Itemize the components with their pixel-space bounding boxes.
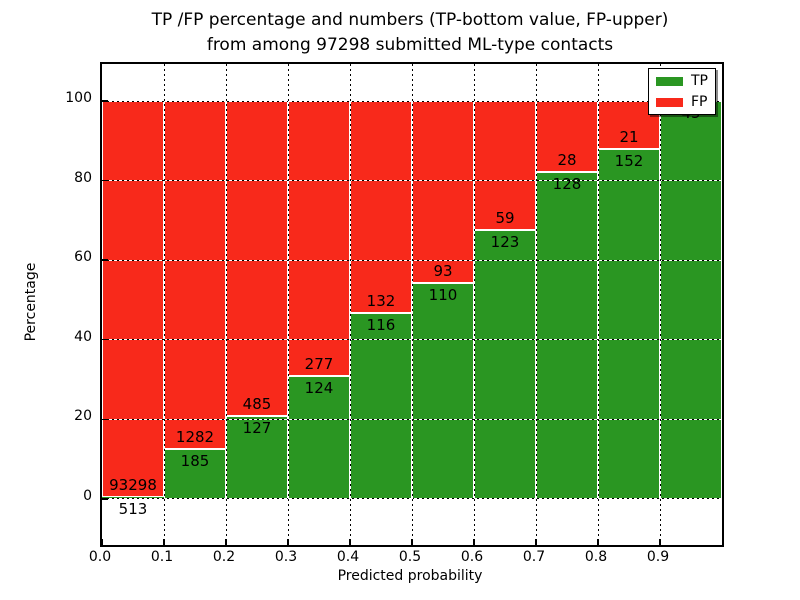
bar-label-fp: 21 — [619, 128, 639, 147]
bars-layer — [102, 64, 722, 545]
bar-segment-tp — [598, 149, 660, 499]
y-axis-label: Percentage — [23, 262, 39, 342]
gridline-vertical — [163, 64, 165, 545]
bar-labels-layer: 93298 513 1282 185 485 127 277 124 132 116 93 110 59… — [102, 64, 722, 545]
x-tick-label: 0.2 — [212, 549, 236, 565]
chart-title-line2: from among 97298 submitted ML-type conta… — [206, 35, 614, 55]
gridline-vertical — [659, 64, 661, 545]
legend-fp-label: FP — [691, 94, 708, 110]
x-tick-mark — [287, 539, 289, 545]
grid-layer — [102, 64, 722, 545]
x-axis-label: Predicted probability — [337, 568, 483, 584]
bar-segment-tp — [412, 283, 474, 499]
x-tick-mark — [659, 539, 661, 545]
gridline-vertical — [225, 64, 227, 545]
legend-fp-swatch-icon — [656, 97, 683, 107]
bar-label-fp: 28 — [557, 151, 577, 170]
y-tick-mark — [102, 259, 108, 261]
bar-segment-tp — [288, 375, 350, 499]
y-tick-mark — [102, 498, 108, 500]
x-tick-label: 0.5 — [398, 549, 422, 565]
bar-label-fp: 59 — [495, 208, 515, 227]
bar-segment-fp — [288, 101, 350, 376]
bar-segment-fp — [350, 101, 412, 313]
gridline-vertical — [535, 64, 537, 545]
bar-label-fp: 93 — [433, 262, 453, 281]
y-tick-mark — [102, 338, 108, 341]
x-tick-label: 0.7 — [522, 549, 546, 565]
y-tick-mark — [102, 100, 108, 102]
bar-label-tp: 123 — [490, 232, 520, 251]
y-tick-mark — [102, 179, 108, 182]
bar-label-tp: 128 — [552, 175, 582, 194]
x-tick-mark — [101, 539, 103, 545]
bar-label-tp: 513 — [118, 499, 148, 518]
bar-segment-fp — [474, 101, 536, 230]
bar-segment-tp — [474, 229, 536, 499]
x-tick-label: 0.8 — [584, 549, 608, 565]
bar-label-tp: 185 — [180, 451, 210, 470]
y-tick-label: 60 — [74, 249, 92, 266]
bar-label-tp: 124 — [304, 378, 334, 397]
x-tick-mark — [411, 539, 413, 545]
gridline-vertical — [349, 64, 351, 545]
legend-item-fp: FP — [656, 95, 708, 109]
bar-label-tp: 110 — [428, 286, 458, 305]
x-tick-mark — [597, 539, 599, 545]
bar-label-tp: 116 — [366, 315, 396, 334]
bar-label-tp: 127 — [242, 419, 272, 438]
legend-item-tp: TP — [656, 74, 708, 88]
y-tick-label: 100 — [65, 90, 92, 106]
bar-label-fp: 1282 — [175, 427, 215, 446]
bar-segment-fp — [164, 101, 226, 449]
y-tick-mark — [102, 418, 108, 421]
chart-title-line1: TP /FP percentage and numbers (TP-bottom… — [151, 10, 669, 30]
gridline-vertical — [411, 64, 413, 545]
gridline-vertical — [287, 64, 289, 545]
x-tick-label: 0.0 — [88, 549, 112, 565]
bar-label-fp: 277 — [304, 354, 334, 373]
bar-segment-tp — [536, 172, 598, 499]
x-tick-mark — [349, 539, 351, 545]
y-tick-label: 20 — [74, 408, 92, 425]
bar-segment-tp — [660, 101, 722, 499]
legend-tp-swatch-icon — [656, 76, 683, 86]
bar-label-tp: 152 — [614, 152, 644, 171]
bar-segment-tp — [350, 312, 412, 499]
x-tick-mark — [535, 539, 537, 545]
bar-label-fp: 93298 — [109, 475, 157, 494]
x-tick-label: 0.1 — [150, 549, 174, 565]
x-tick-mark — [163, 539, 165, 545]
bar-label-fp: 132 — [366, 291, 396, 310]
x-tick-label: 0.9 — [646, 549, 670, 565]
plot-area: 93298 513 1282 185 485 127 277 124 132 116 93 110 59… — [100, 62, 724, 547]
x-tick-mark — [473, 539, 475, 545]
x-tick-mark — [225, 539, 227, 545]
y-tick-label: 0 — [83, 487, 92, 504]
bar-label-fp: 485 — [242, 395, 272, 414]
legend-tp-label: TP — [691, 73, 708, 89]
bar-segment-fp — [226, 101, 288, 417]
x-tick-label: 0.4 — [336, 549, 360, 565]
gridline-vertical — [597, 64, 599, 545]
chart-title: TP /FP percentage and numbers (TP-bottom… — [100, 8, 720, 58]
bar-segment-fp — [102, 101, 164, 497]
bar-segment-tp — [102, 496, 164, 499]
bar-segment-tp — [226, 416, 288, 499]
y-tick-label: 40 — [74, 328, 92, 345]
gridline-vertical — [473, 64, 475, 545]
x-tick-label: 0.6 — [460, 549, 484, 565]
tick-marks-layer — [101, 64, 722, 545]
legend: TP FP — [648, 68, 716, 115]
y-tick-label: 80 — [74, 169, 92, 186]
x-tick-label: 0.3 — [274, 549, 298, 565]
